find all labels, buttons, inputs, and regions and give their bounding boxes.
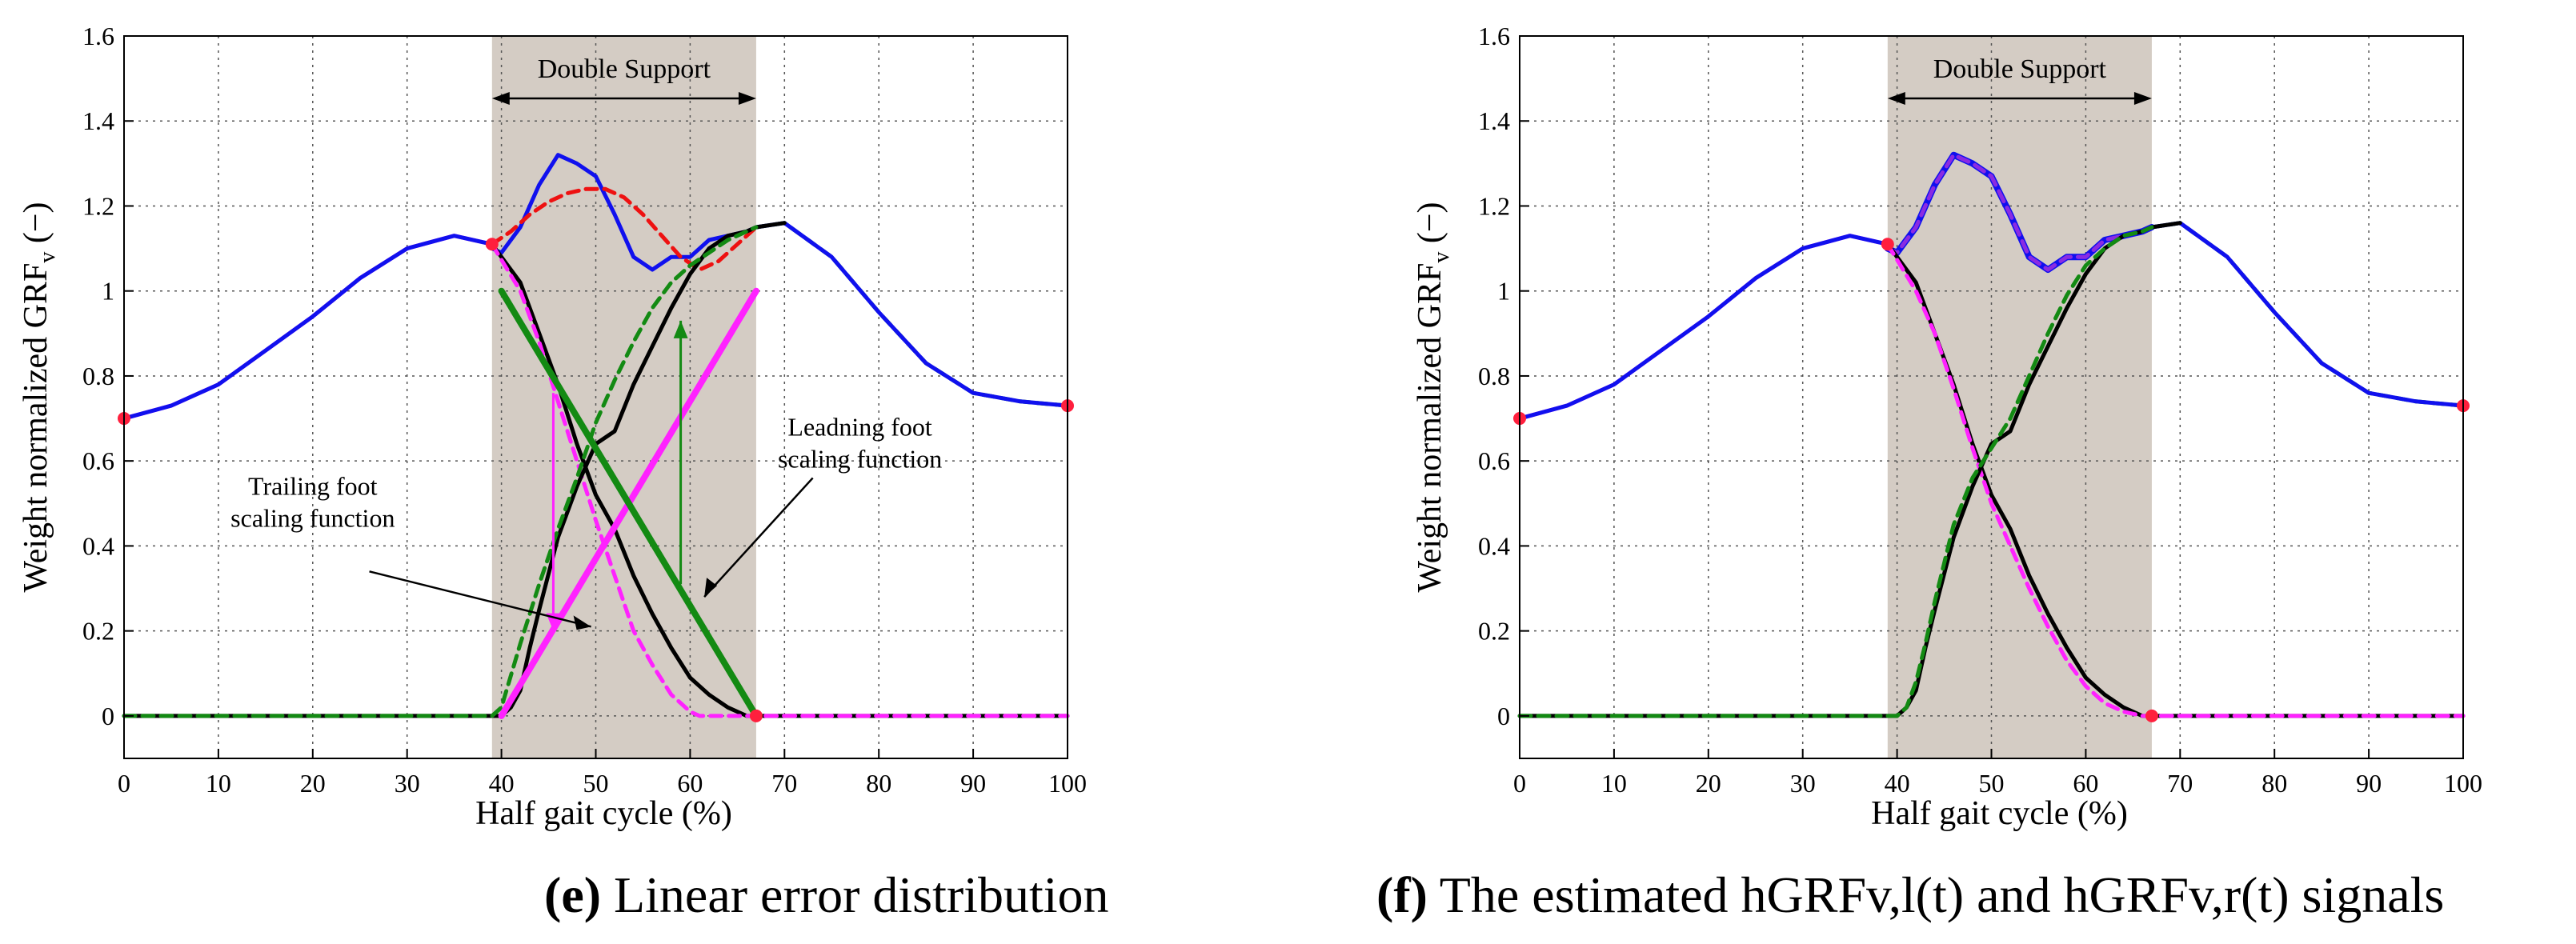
x-tick-label: 10 [1601,769,1627,798]
y-tick-label: 0.4 [82,531,114,560]
y-tick-label: 0.4 [1478,531,1510,560]
series-grf-envelope-magenta [122,234,495,421]
x-tick-label: 90 [2356,769,2382,798]
series-trailing-leg-scaled [490,242,1070,718]
y-axis-label: Weight normalized GRFv (−) [1412,202,1454,592]
y-axis-label-unit: (−) [18,202,54,251]
y-tick-label: 0.6 [82,446,114,475]
y-axis-label-main: Weight normalized GRF [1412,263,1448,593]
y-tick-label: 1.6 [82,22,114,50]
x-tick-label: 80 [2262,769,2287,798]
panel-caption: (f) The estimated hGRFv,l(t) and hGRFv,r… [1376,866,2444,923]
data-marker [1881,238,1894,251]
double-support-arrow-head-right [2133,92,2152,105]
x-tick-label: 60 [677,769,703,798]
x-tick-label: 50 [1979,769,2005,798]
y-tick-label: 1 [1497,277,1510,306]
series-grf-tail-blue [2149,221,2466,408]
y-axis-label-unit: (−) [1412,202,1448,251]
caption-text: The estimated hGRFv,l(t) and hGRFv,r(t) … [1428,866,2444,923]
x-tick-label: 30 [395,769,420,798]
y-tick-label: 0.8 [1478,362,1510,390]
annotation-line2: scaling function [778,444,942,473]
x-tick-label: 100 [2444,769,2482,798]
x-tick-label: 10 [206,769,231,798]
series-leading-leg-scaled [122,225,759,718]
leading-annotation-pointer-head [704,578,718,598]
double-support-arrow-head-right [738,92,756,105]
y-tick-label: 0.8 [82,362,114,390]
green-correction-arrow-head [673,320,688,338]
series-grf-tail-green [2149,221,2466,408]
y-tick-label: 1.4 [1478,106,1510,135]
x-tick-label: 40 [489,769,515,798]
x-tick-label: 100 [1048,769,1087,798]
y-tick-label: 1.2 [82,191,114,220]
y-tick-label: 1.6 [1478,22,1510,50]
double-support-arrow-head-left [1887,92,1905,105]
data-marker [485,238,499,251]
y-tick-label: 1.4 [82,106,114,135]
y-axis-label: Weight normalized GRFv (−) [18,202,60,592]
y-tick-label: 1 [102,277,114,306]
x-tick-label: 70 [2167,769,2193,798]
chart-panel-e: 0 10 20 30 40 50 60 70 80 90 100 0 0.2 0.4 0.6 0.8 1 1.2 1… [18,22,1109,923]
series-leading-scaling-function [498,287,759,719]
data-marker [749,709,763,722]
y-tick-label: 0 [1497,702,1510,730]
double-support-label: Double Support [1933,54,2107,84]
x-tick-label: 90 [960,769,986,798]
trailing-annotation-pointer [369,570,591,628]
panel-caption: (e) Linear error distribution [544,866,1109,923]
annotation-line1: Leadning foot [787,412,932,441]
series-total-grf-interpolated [490,186,759,272]
leading-annotation-pointer [703,477,814,598]
series-total-grf-overlay [1885,153,2154,272]
annotation-line1: Trailing foot [248,472,378,501]
x-tick-label: 20 [300,769,326,798]
series-grf-envelope-blue [122,234,495,421]
x-axis-label: Half gait cycle (%) [1871,795,2128,832]
x-tick-label: 0 [1513,769,1526,798]
double-support-label: Double Support [538,54,711,84]
series-right-leg-estimated [1517,225,2154,718]
series-grf-envelope-magenta [1517,234,1890,421]
x-tick-label: 0 [118,769,130,798]
x-tick-label: 20 [1696,769,1721,798]
series-grf-envelope-blue [1517,234,1890,421]
x-axis-label: Half gait cycle (%) [475,795,732,832]
y-tick-label: 0.6 [1478,446,1510,475]
caption-letter: (e) [544,866,601,923]
x-tick-label: 50 [583,769,609,798]
series-grf-tail-blue [754,221,1070,408]
x-tick-label: 30 [1790,769,1816,798]
chart-panel-f: 0 10 20 30 40 50 60 70 80 90 100 0 0.2 0.4 0.6 0.8 1 1.2 1… [1376,22,2482,923]
y-axis-label-subscript: v [35,252,60,263]
y-axis-label-subscript: v [1429,252,1454,263]
annotation-line2: scaling function [230,504,395,533]
y-tick-label: 0 [102,702,114,730]
series-grf-tail-green [754,221,1070,408]
x-tick-label: 60 [2073,769,2098,798]
x-tick-label: 40 [1885,769,1910,798]
double-support-arrow-head-left [491,92,510,105]
x-tick-label: 70 [771,769,797,798]
trailing-annotation-pointer-head [573,615,591,630]
x-tick-label: 80 [866,769,891,798]
y-tick-label: 1.2 [1478,191,1510,220]
caption-letter: (f) [1376,866,1428,923]
series-total-grf-measured [490,153,759,272]
data-marker [2145,709,2158,722]
y-axis-label-main: Weight normalized GRF [18,263,54,593]
y-tick-label: 0.2 [1478,617,1510,646]
caption-text: Linear error distribution [601,866,1108,923]
y-tick-label: 0.2 [82,617,114,646]
